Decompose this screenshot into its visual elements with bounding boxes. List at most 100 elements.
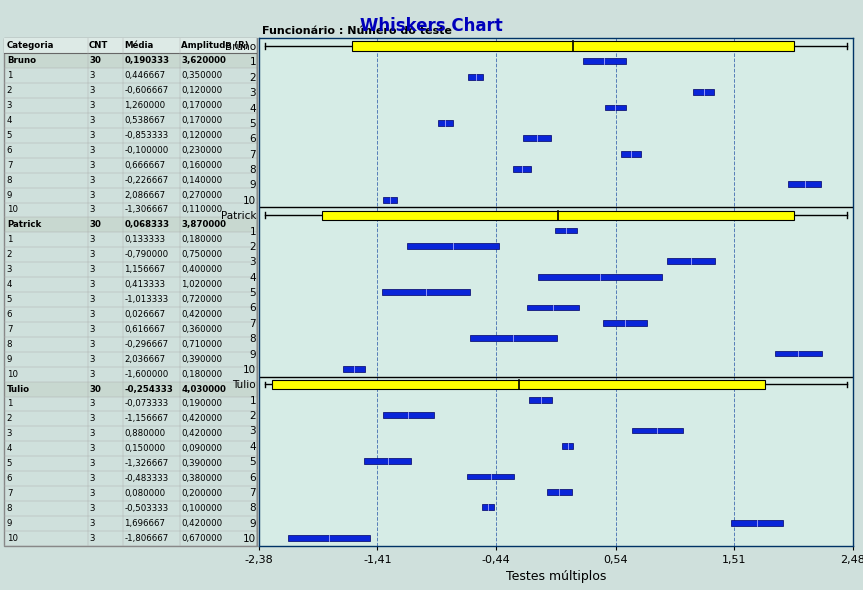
Text: 4: 4	[7, 116, 12, 125]
Bar	[382, 412, 434, 418]
Text: 3: 3	[89, 459, 95, 468]
Text: 3: 3	[89, 265, 95, 274]
Text: 0,170000: 0,170000	[181, 101, 223, 110]
Bar	[468, 474, 513, 480]
Text: 2: 2	[7, 86, 12, 95]
Text: 3: 3	[7, 265, 12, 274]
Text: 0,190333: 0,190333	[124, 56, 169, 65]
Bar	[583, 58, 626, 64]
Bar	[555, 228, 577, 234]
Text: 3: 3	[89, 101, 95, 110]
Text: 3: 3	[89, 325, 95, 334]
Text: 3: 3	[89, 369, 95, 379]
Bar	[621, 151, 641, 156]
Text: 30: 30	[89, 385, 101, 394]
Bar	[563, 443, 574, 449]
Text: 0,170000: 0,170000	[181, 116, 223, 125]
Bar	[407, 243, 499, 249]
Text: -0,296667: -0,296667	[124, 340, 168, 349]
Text: 6: 6	[7, 146, 12, 155]
Bar	[632, 428, 683, 433]
Bar	[322, 211, 795, 220]
Text: 10: 10	[7, 534, 18, 543]
Bar	[513, 166, 531, 172]
Text: 3: 3	[89, 414, 95, 424]
Text: 3: 3	[89, 430, 95, 438]
Text: CNT: CNT	[89, 41, 109, 50]
Text: 7: 7	[7, 489, 12, 498]
Text: 0,190000: 0,190000	[181, 399, 223, 408]
Text: 0,750000: 0,750000	[181, 250, 223, 259]
Text: 8: 8	[7, 340, 12, 349]
Text: 0,710000: 0,710000	[181, 340, 223, 349]
Text: 0,880000: 0,880000	[124, 430, 166, 438]
Text: 4,030000: 4,030000	[181, 385, 226, 394]
Text: 0,390000: 0,390000	[181, 355, 223, 363]
Text: 0,420000: 0,420000	[181, 519, 223, 528]
Bar	[693, 89, 714, 95]
Text: 0,413333: 0,413333	[124, 280, 166, 289]
Text: 9: 9	[7, 519, 12, 528]
Text: 0,180000: 0,180000	[181, 369, 223, 379]
Text: -1,806667: -1,806667	[124, 534, 168, 543]
Text: 3: 3	[7, 430, 12, 438]
Text: 0,026667: 0,026667	[124, 310, 166, 319]
Text: 7: 7	[7, 160, 12, 170]
Text: 3: 3	[89, 399, 95, 408]
Text: 0,350000: 0,350000	[181, 71, 223, 80]
Text: Amplitude (R): Amplitude (R)	[181, 41, 249, 50]
Text: 3: 3	[89, 71, 95, 80]
Bar	[775, 350, 822, 356]
Text: 5: 5	[7, 295, 12, 304]
Text: 10: 10	[7, 369, 18, 379]
Text: 0,420000: 0,420000	[181, 310, 223, 319]
Text: 0,390000: 0,390000	[181, 459, 223, 468]
Text: 3: 3	[89, 146, 95, 155]
Text: 0,068333: 0,068333	[124, 221, 169, 230]
Text: 1,156667: 1,156667	[124, 265, 166, 274]
Text: -1,156667: -1,156667	[124, 414, 168, 424]
Bar	[603, 320, 647, 326]
Text: 0,120000: 0,120000	[181, 131, 223, 140]
Text: -1,600000: -1,600000	[124, 369, 168, 379]
Text: 2: 2	[7, 414, 12, 424]
Text: -0,503333: -0,503333	[124, 504, 168, 513]
Text: 5: 5	[7, 131, 12, 140]
Text: Funcionário : Número do teste: Funcionário : Número do teste	[261, 26, 451, 36]
Text: 2: 2	[7, 250, 12, 259]
Text: Tulio: Tulio	[7, 385, 30, 394]
Bar	[343, 366, 365, 372]
Text: 1,260000: 1,260000	[124, 101, 166, 110]
Text: 1,020000: 1,020000	[181, 280, 223, 289]
Bar	[4, 218, 257, 232]
Text: 0,133333: 0,133333	[124, 235, 166, 244]
Text: 4: 4	[7, 444, 12, 453]
Bar	[529, 396, 552, 402]
Bar	[273, 380, 765, 389]
Text: -0,254333: -0,254333	[124, 385, 173, 394]
Text: 3,870000: 3,870000	[181, 221, 226, 230]
Text: 1: 1	[7, 71, 12, 80]
Text: -1,306667: -1,306667	[124, 205, 168, 215]
Text: 6: 6	[7, 474, 12, 483]
Text: 5: 5	[7, 459, 12, 468]
Text: -0,853333: -0,853333	[124, 131, 168, 140]
Text: -0,483333: -0,483333	[124, 474, 168, 483]
Text: 3: 3	[89, 474, 95, 483]
Text: 4: 4	[7, 280, 12, 289]
Text: 0,230000: 0,230000	[181, 146, 223, 155]
Text: 3: 3	[89, 235, 95, 244]
Text: 3: 3	[89, 295, 95, 304]
Text: 0,446667: 0,446667	[124, 71, 166, 80]
Text: 3: 3	[89, 519, 95, 528]
Text: 2,036667: 2,036667	[124, 355, 166, 363]
Text: 1: 1	[7, 235, 12, 244]
Text: 0,110000: 0,110000	[181, 205, 223, 215]
Text: 0,180000: 0,180000	[181, 235, 223, 244]
Text: -0,073333: -0,073333	[124, 399, 168, 408]
Bar	[352, 41, 794, 51]
Text: 2,086667: 2,086667	[124, 191, 166, 199]
Bar	[788, 182, 821, 188]
Text: 8: 8	[7, 176, 12, 185]
Text: 30: 30	[89, 56, 101, 65]
